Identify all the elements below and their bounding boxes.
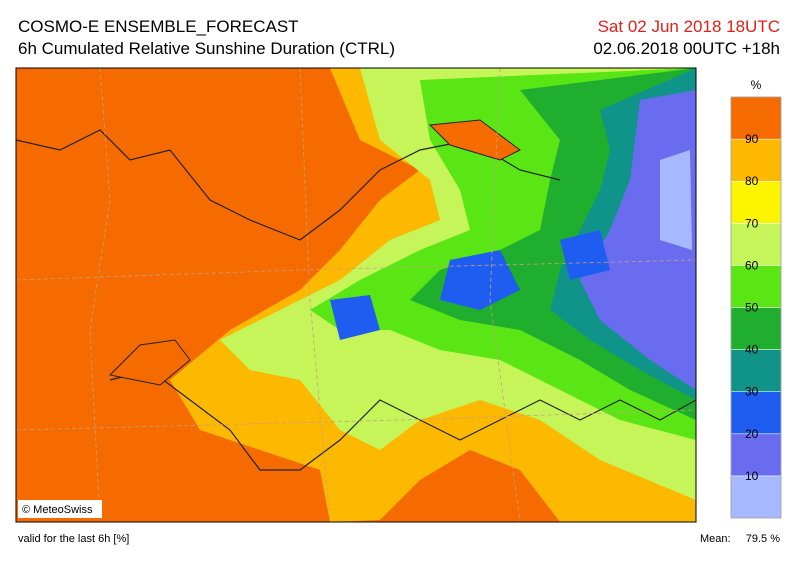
run-time: 02.06.2018 00UTC +18h [593, 39, 780, 58]
valid-time: Sat 02 Jun 2018 18UTC [598, 17, 780, 36]
mean-value: 79.5 % [746, 533, 780, 545]
colorbar-band [730, 433, 782, 477]
graticule [16, 68, 696, 522]
colorbar: % 10 20 30 40 50 60 70 80 90 [730, 78, 782, 519]
colorbar-band [730, 223, 782, 266]
map-frame [15, 67, 697, 523]
title: COSMO-E ENSEMBLE_FORECAST [18, 17, 299, 36]
colorbar-band [730, 180, 782, 224]
map: © MeteoSwiss [15, 67, 697, 523]
colorbar-tick-label: 50 [745, 301, 759, 315]
colorbar-tick-label: 70 [745, 216, 759, 230]
colorbar-tick-label: 40 [745, 343, 759, 357]
subtitle: 6h Cumulated Relative Sunshine Duration … [18, 39, 395, 58]
colorbar-tick-label: 60 [745, 258, 759, 272]
colorbar-tick-label: 80 [745, 174, 759, 188]
colorbar-band [730, 307, 782, 350]
colorbar-band [730, 475, 782, 519]
colorbar-tick-label: 90 [745, 132, 759, 146]
light-blue-patch [660, 150, 692, 250]
colorbar-unit: % [751, 78, 762, 92]
colorbar-band [730, 96, 782, 140]
colorbar-tick-label: 20 [745, 427, 759, 441]
blue-patches [330, 230, 610, 340]
colorbar-tick-label: 10 [745, 469, 759, 483]
footer-note: valid for the last 6h [%] [18, 533, 129, 545]
colorbar-frame [730, 96, 782, 519]
copyright: © MeteoSwiss [22, 504, 93, 516]
mean-label: Mean: [700, 533, 731, 545]
colorbar-tick-label: 30 [745, 385, 759, 399]
lake-geneva [108, 339, 191, 386]
lake-constance [428, 119, 521, 161]
copyright-box [18, 500, 102, 518]
